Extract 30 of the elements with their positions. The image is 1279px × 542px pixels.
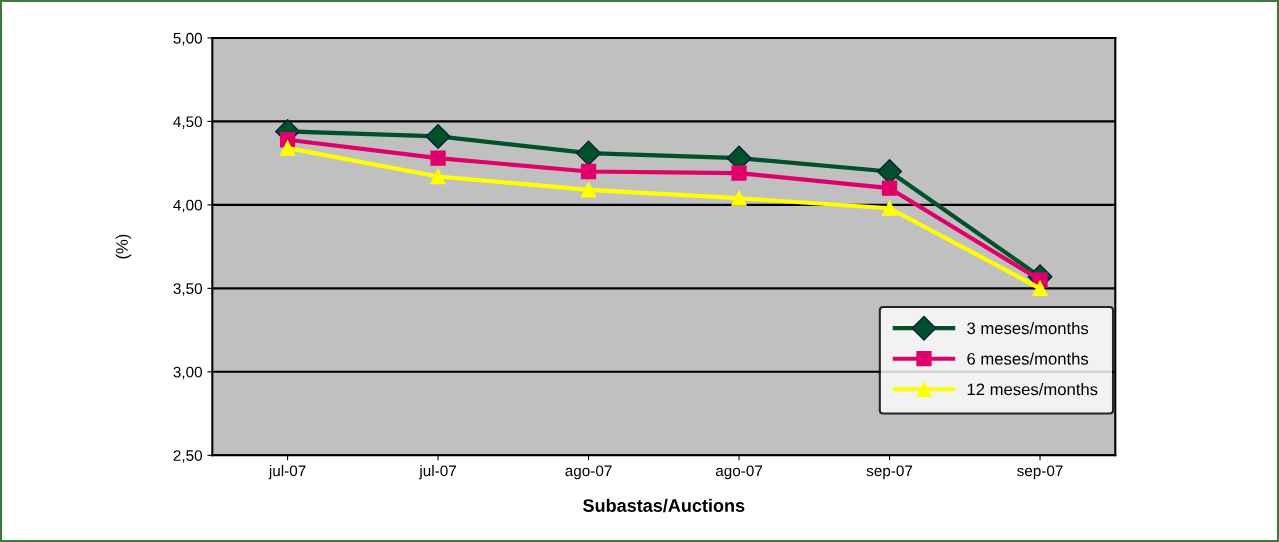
y-tick-label: 5,00 (173, 32, 202, 46)
point (731, 190, 747, 206)
point (279, 140, 296, 156)
point (430, 150, 446, 166)
point (881, 200, 898, 216)
point (576, 140, 602, 166)
x-tick-label: jul-07 (419, 465, 456, 480)
y-tick-label: 3,50 (173, 283, 202, 296)
x-tick-label: jul-07 (268, 465, 306, 480)
x-tick-label: sep-07 (866, 465, 913, 480)
x-tick-label: sep-07 (1017, 465, 1063, 480)
x-tick-label: ago-07 (715, 465, 763, 480)
point (430, 168, 446, 185)
point (425, 123, 451, 149)
y-axis-title: (%) (115, 234, 132, 259)
point (877, 159, 903, 184)
point (881, 180, 898, 196)
legend-label: 3 meses/months (967, 321, 1089, 335)
y-tick-label: 4,00 (173, 199, 202, 213)
y-tick-label: 3,00 (173, 366, 202, 380)
point (580, 163, 597, 180)
y-tick-label: 2,50 (173, 450, 202, 463)
x-tick-label: ago-07 (565, 465, 612, 480)
point (731, 165, 747, 181)
y-tick-label: 4,50 (173, 116, 202, 129)
x-axis-title: Subastas/Auctions (583, 498, 745, 513)
legend-label: 6 meses/months (967, 352, 1089, 365)
point (1032, 280, 1048, 296)
legend-label: 12 meses/months (967, 383, 1098, 396)
point (580, 182, 597, 198)
